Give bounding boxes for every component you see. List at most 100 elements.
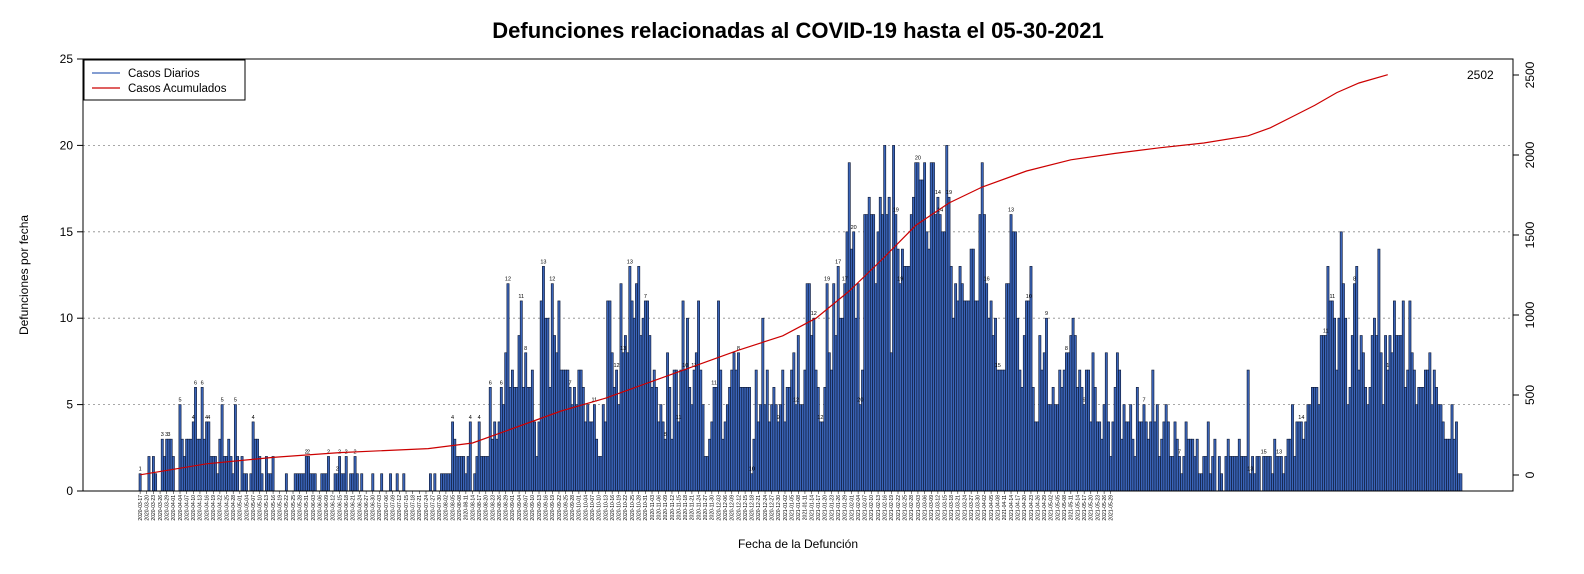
- bar-day-444: [1122, 404, 1126, 492]
- bar-day-279: [756, 421, 760, 492]
- bar-day-84: [324, 473, 328, 492]
- bar-day-513: [1275, 456, 1279, 492]
- bar-day-229: [646, 300, 649, 492]
- bar-day-359: [934, 214, 938, 492]
- x-tick-label-55: 2020-08-29: [504, 495, 510, 521]
- x-tick-label-62: 2020-09-19: [550, 495, 556, 521]
- x-tick-label-14: 2020-04-28: [231, 495, 237, 521]
- x-tick-label-20: 2020-05-16: [271, 495, 277, 521]
- bar-day-321: [850, 248, 853, 492]
- x-tick-label-129: 2021-04-08: [996, 495, 1002, 521]
- bar-day-181: [539, 300, 543, 492]
- bar-day-500: [1246, 369, 1250, 492]
- bar-day-13: [167, 438, 171, 492]
- x-tick-label-146: 2021-05-29: [1109, 495, 1115, 521]
- bar-day-239: [668, 387, 672, 492]
- bar-day-14: [169, 438, 173, 492]
- bar-day-163: [499, 387, 503, 492]
- x-tick-label-19: 2020-05-13: [264, 495, 270, 521]
- bar-day-537: [1328, 300, 1332, 492]
- bar-day-89: [335, 473, 339, 492]
- bar-day-37: [220, 404, 224, 492]
- bar-day-91: [340, 473, 344, 492]
- bar-day-235: [659, 404, 663, 492]
- bar-day-375: [969, 248, 973, 492]
- bar-day-395: [1014, 231, 1017, 492]
- bar-day-437: [1107, 421, 1110, 492]
- x-tick-label-37: 2020-07-06: [384, 495, 390, 521]
- bar-value-label-535: 11: [1323, 328, 1329, 334]
- bar-day-523: [1297, 421, 1301, 492]
- bar-value-label-341: 19: [893, 208, 899, 214]
- x-tick-label-99: 2021-01-08: [796, 495, 802, 521]
- bar-day-566: [1393, 300, 1396, 492]
- bar-day-18: [178, 404, 182, 492]
- x-tick-label-29: 2020-06-12: [331, 495, 337, 521]
- bar-day-24: [191, 421, 195, 492]
- bar-day-92: [342, 473, 346, 492]
- bar-day-381: [983, 214, 986, 492]
- bar-day-391: [1005, 283, 1009, 492]
- bar-day-379: [978, 214, 982, 492]
- bar-day-217: [619, 283, 623, 492]
- x-tick-label-28: 2020-06-09: [324, 495, 330, 521]
- bar-day-317: [841, 317, 845, 492]
- bar-day-31: [207, 421, 211, 492]
- bar-day-355: [925, 231, 929, 492]
- bar-day-6: [152, 456, 155, 492]
- bar-day-97: [353, 456, 357, 492]
- x-tick-label-46: 2020-08-02: [444, 495, 450, 521]
- bar-day-553: [1364, 387, 1368, 492]
- bar-value-label-153: 4: [478, 415, 481, 421]
- bar-day-12: [165, 438, 169, 492]
- bar-day-387: [996, 369, 1000, 492]
- bar-day-438: [1109, 456, 1113, 492]
- bar-day-57: [265, 456, 268, 492]
- bar-day-571: [1404, 387, 1407, 492]
- bar-day-215: [615, 369, 618, 492]
- bar-day-470: [1180, 473, 1184, 492]
- bar-day-417: [1062, 369, 1066, 492]
- bar-day-248: [688, 387, 692, 492]
- bar-value-label-296: 12: [793, 398, 799, 404]
- bar-day-494: [1233, 456, 1237, 492]
- bar-day-436: [1104, 352, 1108, 492]
- bar-day-19: [180, 438, 184, 492]
- x-tick-label-4: 2020-03-29: [165, 495, 171, 521]
- bar-day-574: [1410, 352, 1414, 492]
- y-tick-label-20: 20: [60, 138, 74, 152]
- bar-day-562: [1384, 335, 1387, 492]
- bar-day-443: [1120, 438, 1124, 492]
- bar-day-376: [971, 248, 975, 492]
- bar-day-219: [624, 335, 627, 492]
- y2-tick-label-2500: 2500: [1523, 61, 1537, 88]
- bar-day-469: [1178, 456, 1181, 492]
- x-tick-label-57: 2020-09-04: [517, 495, 523, 521]
- bar-day-264: [723, 421, 727, 492]
- bar-day-408: [1042, 352, 1046, 492]
- bar-value-label-276: 10: [749, 467, 755, 473]
- bar-day-256: [706, 456, 709, 492]
- bar-day-257: [708, 438, 712, 492]
- x-tick-label-68: 2020-10-07: [590, 495, 596, 521]
- bar-day-510: [1268, 456, 1272, 492]
- x-tick-label-77: 2020-11-03: [650, 495, 656, 520]
- bar-day-228: [643, 300, 647, 492]
- y-axis-left: 0 5 10 15 20 25: [60, 52, 84, 498]
- bar-day-252: [697, 300, 700, 492]
- x-tick-label-116: 2021-02-28: [909, 495, 915, 521]
- bar-day-348: [909, 214, 913, 492]
- x-tick-label-82: 2020-11-18: [683, 495, 689, 520]
- bar-value-label-325: 20: [857, 398, 863, 404]
- bar-day-514: [1277, 456, 1281, 492]
- bar-day-73: [300, 473, 304, 492]
- x-tick-label-7: 2020-04-07: [184, 495, 190, 521]
- bar-day-342: [896, 248, 900, 492]
- x-tick-label-16: 2020-05-04: [244, 495, 250, 521]
- bar-day-145: [460, 456, 463, 492]
- bar-day-454: [1144, 421, 1148, 492]
- bar-value-label-10: 3: [161, 432, 164, 438]
- x-tick-label-56: 2020-09-01: [510, 495, 516, 521]
- bar-day-418: [1065, 352, 1068, 492]
- bar-value-label-453: 7: [1142, 398, 1145, 404]
